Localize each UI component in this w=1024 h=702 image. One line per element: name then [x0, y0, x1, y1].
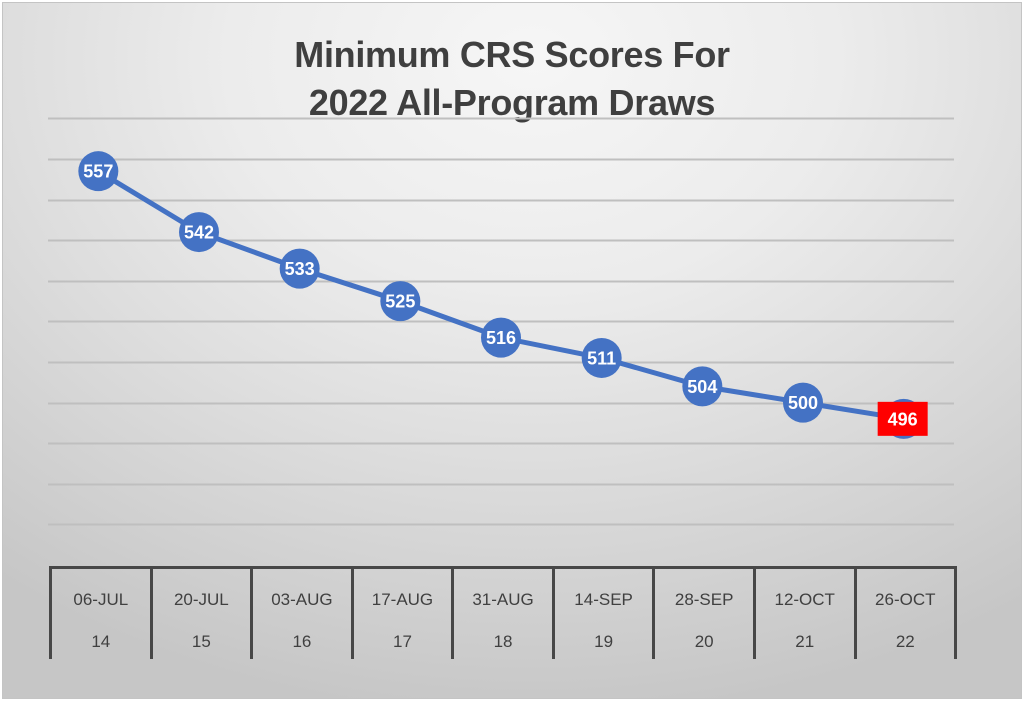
data-point: 525 — [380, 281, 421, 322]
x-axis-category: 14-SEP 19 — [551, 569, 653, 659]
x-axis-draw-number: 21 — [795, 632, 815, 651]
data-markers: 557 542 533 525 516 511 504 500 496 — [78, 151, 928, 439]
x-axis-table: 06-JUL 14 20-JUL 15 03-AUG 16 17-AUG 17 31-AUG 18… — [49, 566, 958, 659]
x-axis-category: 31-AUG 18 — [451, 569, 552, 659]
x-axis-draw-number: 14 — [91, 632, 111, 651]
x-axis-date-label: 26-OCT — [875, 590, 936, 609]
data-marker — [581, 337, 622, 378]
data-label: 500 — [788, 393, 818, 413]
chart-title-line-2: 2022 All-Program Draws — [308, 82, 716, 123]
data-label: 504 — [687, 377, 717, 397]
data-marker — [481, 317, 521, 358]
data-label: 557 — [83, 162, 113, 182]
series-line — [95, 168, 907, 422]
data-label: 516 — [486, 328, 516, 348]
x-axis-draw-number: 20 — [694, 632, 714, 651]
x-axis-draw-number: 17 — [393, 632, 412, 651]
highlight-label-box — [877, 401, 928, 436]
data-label: 511 — [587, 348, 616, 368]
x-axis-draw-number: 19 — [594, 632, 614, 651]
x-axis-date-label: 17-AUG — [371, 590, 434, 609]
data-label: 525 — [385, 292, 415, 312]
x-axis-date-label: 20-JUL — [173, 590, 229, 609]
data-marker — [682, 366, 723, 407]
x-axis-date-label: 31-AUG — [472, 590, 534, 609]
x-axis-category: 17-AUG 17 — [350, 569, 452, 659]
data-marker — [279, 248, 320, 289]
data-point: 500 — [783, 382, 823, 423]
data-marker — [78, 151, 119, 192]
x-axis-category: 20-JUL 15 — [149, 569, 251, 659]
data-point: 533 — [279, 248, 320, 289]
data-point: 511 — [581, 337, 622, 378]
x-axis-date-label: 06-JUL — [73, 590, 129, 609]
data-marker — [380, 281, 421, 322]
data-label: 496 — [888, 409, 918, 429]
x-axis-draw-number: 22 — [895, 632, 915, 651]
data-marker — [783, 382, 823, 423]
data-marker — [179, 212, 219, 253]
x-axis-category: 12-OCT 21 — [752, 569, 854, 659]
data-label: 542 — [184, 223, 214, 243]
x-axis-date-label: 28-SEP — [674, 590, 734, 609]
x-axis-date-label: 12-OCT — [774, 590, 835, 609]
data-point: 557 — [78, 151, 119, 192]
x-axis-category: 06-JUL 14 — [49, 569, 150, 659]
x-axis-category: 28-SEP 20 — [652, 569, 753, 659]
plot-area: 557 542 533 525 516 511 504 500 496 — [48, 117, 954, 526]
x-axis-category: 26-OCT 22 — [853, 569, 958, 659]
x-axis-draw-number: 16 — [292, 632, 312, 651]
chart-title-line-1: Minimum CRS Scores For — [294, 34, 730, 75]
data-point: 504 — [682, 366, 723, 407]
x-axis-date-label: 03-AUG — [271, 590, 333, 609]
x-axis-category: 03-AUG 16 — [250, 569, 351, 659]
x-axis-draw-number: 18 — [493, 632, 513, 651]
data-label: 533 — [285, 259, 315, 279]
data-point: 496 — [877, 398, 928, 439]
x-axis-date-label: 14-SEP — [574, 590, 633, 609]
data-point: 516 — [481, 317, 521, 358]
chart-title: Minimum CRS Scores For 2022 All-Program … — [3, 31, 1021, 127]
data-point: 542 — [179, 212, 219, 253]
x-axis-draw-number: 15 — [191, 632, 211, 651]
